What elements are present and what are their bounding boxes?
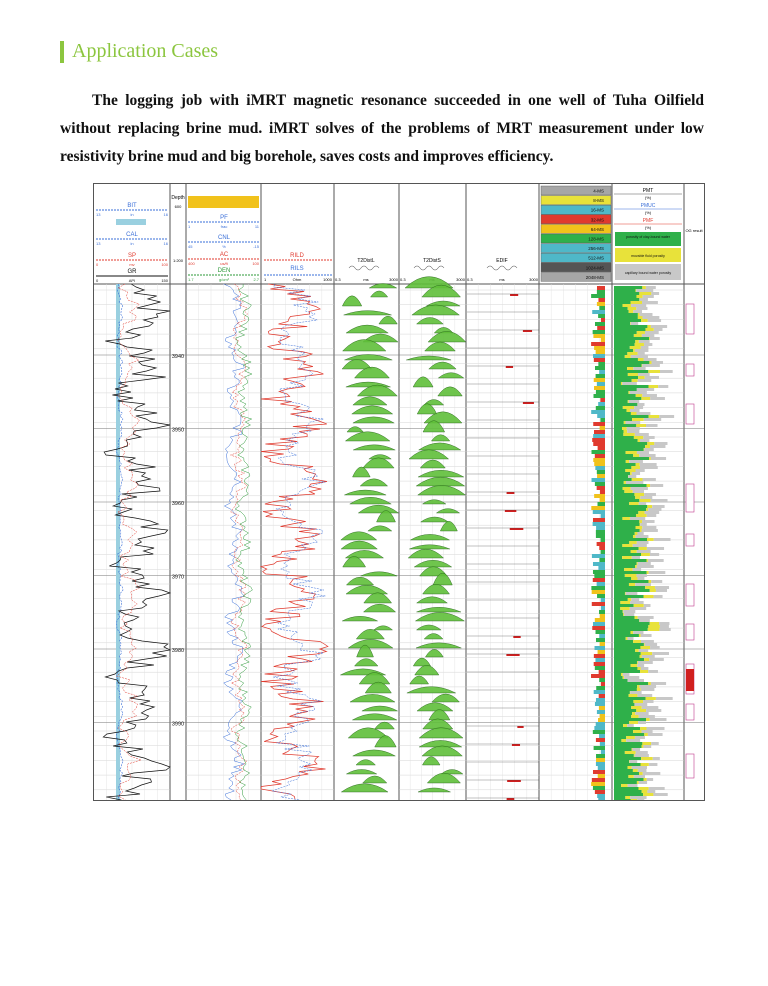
depth-label: Depth <box>171 195 185 201</box>
svg-text:RILS: RILS <box>290 266 303 272</box>
svg-text:1.7: 1.7 <box>188 277 194 282</box>
svg-text:(%): (%) <box>645 225 652 230</box>
section-heading: Application Cases <box>60 40 218 63</box>
svg-text:T2DistS: T2DistS <box>423 258 441 264</box>
bin-label: 16-MS <box>591 208 604 213</box>
svg-text:movable fluid porosity: movable fluid porosity <box>631 254 665 258</box>
t2-headers: T2DistL 0.3 ms 3000 T2DistS 0.3 ms 3000 … <box>335 258 539 282</box>
svg-text:in: in <box>130 241 133 246</box>
svg-text:ms: ms <box>499 277 504 282</box>
pf-swatch <box>188 196 259 208</box>
svg-text:0: 0 <box>96 262 99 267</box>
bin-label: 64-MS <box>591 227 604 232</box>
svg-text:0.3: 0.3 <box>335 277 341 282</box>
depth-mark: 3970 <box>172 575 184 581</box>
svg-text:3000: 3000 <box>389 277 399 282</box>
bin-label: 2048-MS <box>586 275 604 280</box>
svg-text:2.7: 2.7 <box>253 277 259 282</box>
heading-accent-bar <box>60 40 64 63</box>
svg-text:0.3: 0.3 <box>467 277 473 282</box>
svg-text:1:200: 1:200 <box>173 258 184 263</box>
svg-text:16: 16 <box>164 241 169 246</box>
svg-text:PMUC: PMUC <box>641 203 656 209</box>
bin-label: 256-MS <box>588 246 604 251</box>
svg-text:13: 13 <box>96 212 101 217</box>
svg-text:11: 11 <box>255 224 260 229</box>
svg-text:1000: 1000 <box>323 277 333 282</box>
svg-text:ms: ms <box>363 277 368 282</box>
track1-header: BIT 13 in 16 CAL 13 in 16 SP 0 mv 100 GR… <box>96 203 169 283</box>
svg-text:capillary bound water porosity: capillary bound water porosity <box>625 271 672 275</box>
svg-text:DEN: DEN <box>218 268 231 274</box>
depth-header: Depth 600 1:200 <box>171 195 185 263</box>
svg-text:100: 100 <box>161 262 168 267</box>
bit-label: BIT <box>127 203 137 209</box>
svg-text:45: 45 <box>188 244 193 249</box>
svg-text:(%): (%) <box>645 195 652 200</box>
svg-text:100: 100 <box>252 261 259 266</box>
sp-label: SP <box>128 253 136 259</box>
log-body: 3940 3950 3960 3970 3980 3990 <box>94 276 704 802</box>
svg-text:T2DistL: T2DistL <box>357 258 374 264</box>
svg-text:400: 400 <box>188 261 195 266</box>
svg-text:API: API <box>129 278 135 283</box>
bin-label: 512-MS <box>588 256 604 261</box>
depth-mark: 3950 <box>172 428 184 434</box>
bin-label: 4-MS <box>593 189 604 194</box>
svg-text:%: % <box>222 244 226 249</box>
svg-text:16: 16 <box>164 212 169 217</box>
track3-header: RILD RILS 1 Ohm 1000 <box>264 253 333 282</box>
svg-text:13: 13 <box>96 241 101 246</box>
svg-text:CNL: CNL <box>218 235 231 241</box>
bin-label: 128-MS <box>588 237 604 242</box>
svg-text:3000: 3000 <box>456 277 466 282</box>
svg-text:RILD: RILD <box>290 253 304 259</box>
svg-text:1: 1 <box>188 224 191 229</box>
depth-mark: 3960 <box>172 501 184 507</box>
svg-text:g/cm³: g/cm³ <box>219 277 230 282</box>
svg-text:AC: AC <box>220 252 229 258</box>
depth-mark: 3990 <box>172 722 184 728</box>
svg-text:EDIF: EDIF <box>496 258 507 264</box>
well-log-chart: BIT 13 in 16 CAL 13 in 16 SP 0 mv 100 GR… <box>94 184 704 802</box>
svg-text:(%): (%) <box>645 210 652 215</box>
svg-text:us/ft: us/ft <box>220 261 228 266</box>
svg-text:in: in <box>130 212 133 217</box>
svg-text:frac: frac <box>221 224 228 229</box>
track2-header: PF 1 frac 11 CNL 45 % -15 AC 400 us/ft 1… <box>188 196 260 282</box>
section-title: Application Cases <box>72 40 219 62</box>
svg-text:600: 600 <box>175 204 182 209</box>
depth-mark: 3980 <box>172 648 184 654</box>
bin-label: 1024-MS <box>586 265 604 270</box>
bin-label: 32-MS <box>591 217 604 222</box>
svg-text:Ohm: Ohm <box>293 277 302 282</box>
depth-mark: 3940 <box>172 354 184 360</box>
svg-text:1: 1 <box>264 277 267 282</box>
svg-text:0: 0 <box>96 278 99 283</box>
svg-text:PF: PF <box>220 215 228 221</box>
svg-text:PMF: PMF <box>643 218 654 224</box>
well-log-figure: BIT 13 in 16 CAL 13 in 16 SP 0 mv 100 GR… <box>93 183 705 802</box>
body-paragraph: The logging job with iMRT magnetic reson… <box>60 87 704 171</box>
paragraph-text: The logging job with iMRT magnetic reson… <box>60 92 704 165</box>
cal-label: CAL <box>126 232 138 238</box>
svg-text:3000: 3000 <box>529 277 539 282</box>
svg-text:porosity of clay-bound water: porosity of clay-bound water <box>626 235 671 239</box>
gr-label: GR <box>128 269 138 275</box>
bin-label: 8-MS <box>593 198 604 203</box>
bin-legend: 4-MS 8-MS 16-MS 32-MS 64-MS 128-MS 256-MS 512-M… <box>540 185 612 282</box>
svg-text:mv: mv <box>129 262 134 267</box>
og-result-label: OG result <box>685 228 703 233</box>
svg-text:150: 150 <box>161 278 168 283</box>
bit-swatch <box>116 219 146 225</box>
svg-text:0.3: 0.3 <box>400 277 406 282</box>
porosity-header: PMT (%) PMUC (%) PMF (%) porosity of cla… <box>614 188 703 280</box>
svg-text:-15: -15 <box>253 244 260 249</box>
svg-text:PMT: PMT <box>643 188 654 194</box>
